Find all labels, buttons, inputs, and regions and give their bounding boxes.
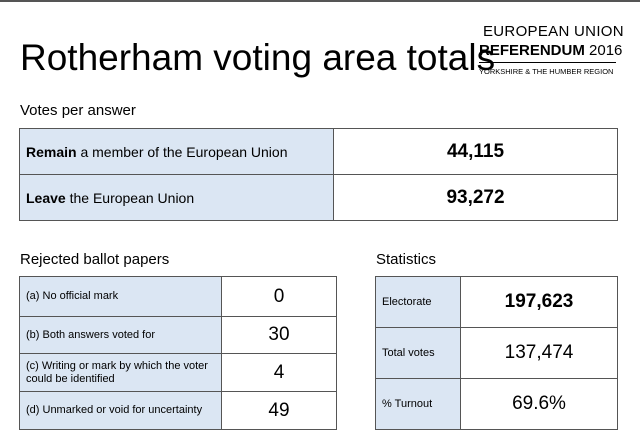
rejected-label: (d) Unmarked or void for uncertainty (19, 391, 222, 430)
rejected-label: (c) Writing or mark by which the voter c… (19, 353, 222, 392)
votes-table: Remain a member of the European Union 44… (19, 128, 618, 221)
votes-heading: Votes per answer (20, 102, 136, 119)
logo-divider (479, 62, 616, 63)
rejected-label: (a) No official mark (19, 276, 222, 317)
eu-referendum-logo-line2: REFERENDUM 2016 (479, 42, 622, 59)
table-row: Remain a member of the European Union 44… (19, 128, 618, 175)
rejected-value: 49 (221, 391, 337, 430)
remain-label: Remain a member of the European Union (19, 128, 334, 175)
page-title: Rotherham voting area totals (20, 37, 496, 78)
stat-label: Total votes (375, 327, 461, 379)
rejected-heading: Rejected ballot papers (20, 251, 170, 268)
statistics-heading: Statistics (376, 251, 437, 268)
rejected-value: 0 (221, 276, 337, 317)
table-row: (d) Unmarked or void for uncertainty 49 (19, 391, 337, 430)
table-row: (b) Both answers voted for 30 (19, 316, 337, 354)
table-row: (a) No official mark 0 (19, 276, 337, 317)
referendum-word: REFERENDUM (479, 42, 585, 59)
top-rule (0, 0, 640, 2)
total-votes-value: 137,474 (460, 327, 618, 379)
rejected-table: (a) No official mark 0 (b) Both answers … (19, 276, 337, 430)
table-row: % Turnout 69.6% (375, 378, 618, 430)
leave-label: Leave the European Union (19, 174, 334, 221)
stat-label: % Turnout (375, 378, 461, 430)
table-row: Total votes 137,474 (375, 327, 618, 379)
leave-votes: 93,272 (333, 174, 618, 221)
rejected-label: (b) Both answers voted for (19, 316, 222, 354)
turnout-value: 69.6% (460, 378, 618, 430)
referendum-year: 2016 (589, 42, 623, 59)
rejected-value: 4 (221, 353, 337, 392)
stat-label: Electorate (375, 276, 461, 328)
leave-text: the European Union (65, 189, 195, 206)
remain-word: Remain (26, 143, 77, 160)
remain-votes: 44,115 (333, 128, 618, 175)
rejected-value: 30 (221, 316, 337, 354)
table-row: Electorate 197,623 (375, 276, 618, 328)
remain-text: a member of the European Union (76, 143, 288, 160)
leave-word: Leave (26, 189, 66, 206)
region-name: YORKSHIRE & THE HUMBER REGION (479, 67, 614, 76)
eu-referendum-logo-line1: EUROPEAN UNION (483, 23, 624, 40)
statistics-table: Electorate 197,623 Total votes 137,474 %… (375, 276, 618, 430)
table-row: Leave the European Union 93,272 (19, 174, 618, 221)
electorate-value: 197,623 (460, 276, 618, 328)
table-row: (c) Writing or mark by which the voter c… (19, 353, 337, 392)
